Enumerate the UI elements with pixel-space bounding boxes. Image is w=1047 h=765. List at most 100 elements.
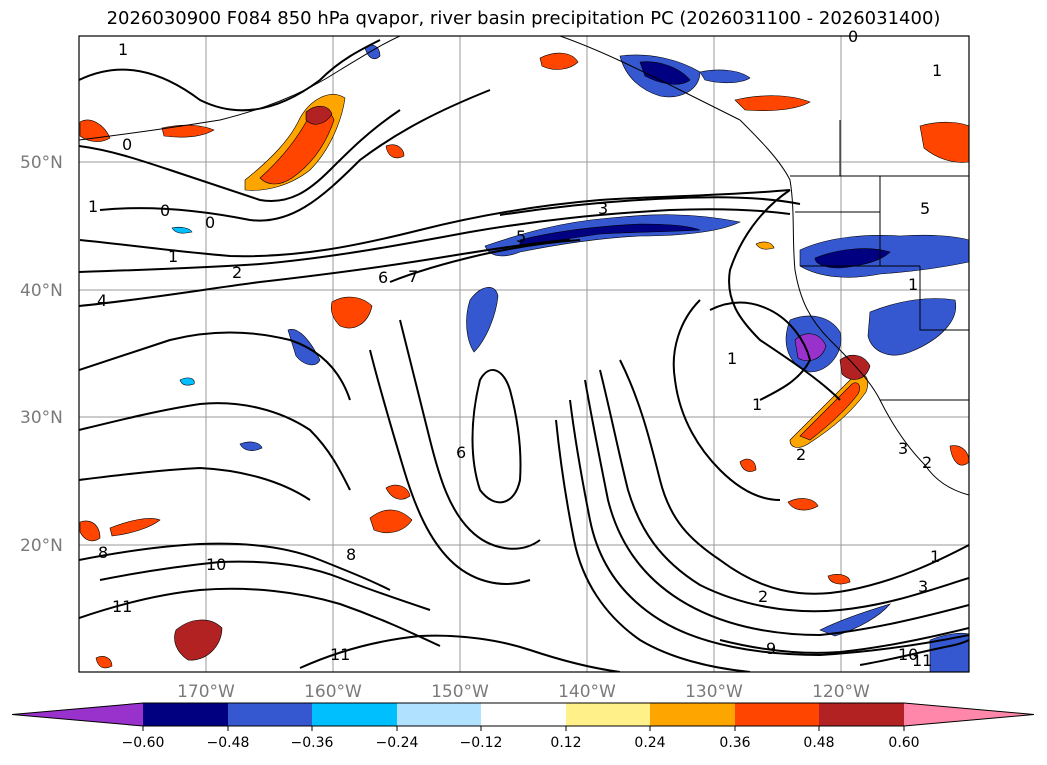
- colorbar-segment: [397, 703, 481, 726]
- contour-label: 1: [168, 247, 178, 266]
- contour-label: 5: [516, 227, 526, 246]
- contour-label: 2: [922, 453, 932, 472]
- contour-label: 11: [912, 651, 932, 670]
- colorbar-label: −0.12: [460, 735, 503, 751]
- contour-label: 10: [898, 645, 918, 664]
- contour-south-1: [619, 359, 969, 595]
- contour-label: 3: [598, 199, 608, 218]
- contour-south-2: [599, 369, 969, 613]
- precip-california-core: [814, 248, 891, 269]
- contour-label: 3: [918, 577, 928, 596]
- contour-label: 1: [752, 395, 762, 414]
- contour-3-upper: [499, 196, 801, 216]
- colorbar-label: 0.48: [803, 735, 834, 751]
- contour-center-loop: [471, 368, 522, 504]
- precip-northeast: [919, 121, 969, 163]
- contour-label: 9: [766, 639, 776, 658]
- contour-south-3: [584, 379, 969, 637]
- precip-negative-regions: [171, 44, 969, 672]
- precip-gulf-east: [699, 69, 751, 84]
- moisture-contours: [79, 39, 969, 672]
- colorbar-segment: [312, 703, 397, 726]
- lon-label-130w: 130°W: [685, 682, 743, 702]
- contour-4: [79, 239, 571, 307]
- map-title: 2026030900 F084 850 hPa qvapor, river ba…: [106, 8, 941, 29]
- colorbar: −0.60 −0.48 −0.36 −0.24 −0.12 0.12 0.24 0.36 0.4…: [11, 702, 1035, 751]
- precip-hawaii-west: [287, 329, 321, 366]
- contour-label: 0: [160, 201, 170, 220]
- contour-label: 1: [118, 40, 128, 59]
- longitude-labels: 170°W 160°W 150°W 140°W 130°W 120°W: [177, 682, 870, 702]
- precip-aleutian-dark: [305, 105, 333, 125]
- precip-gulf-north: [539, 52, 579, 70]
- graticule: [79, 36, 969, 672]
- precip-aleutian-core: [259, 111, 335, 185]
- contour-label: 2: [758, 587, 768, 606]
- colorbar-label: 0.36: [719, 735, 750, 751]
- contour-0-b: [99, 89, 491, 222]
- contour-west-4: [79, 402, 351, 491]
- colorbar-label: −0.60: [122, 735, 165, 751]
- contour-label: 1: [908, 275, 918, 294]
- contour-label: 0: [122, 135, 132, 154]
- lat-label-40n: 40°N: [20, 281, 63, 301]
- border-nv: [919, 266, 969, 331]
- contour-label: 1: [727, 349, 737, 368]
- contour-label: 7: [408, 267, 418, 286]
- precip-bc-coast: [734, 95, 811, 112]
- contour-label: 2: [796, 445, 806, 464]
- contour-west-5: [79, 466, 311, 501]
- precip-nw-small: [95, 656, 113, 669]
- contour-label: 10: [206, 555, 226, 574]
- contour-south-5: [555, 419, 751, 672]
- contour-label: 3: [898, 439, 908, 458]
- coastline-west-north-america: [739, 119, 969, 496]
- precip-wa-small: [755, 241, 775, 250]
- contour-8: [79, 542, 391, 591]
- precip-west-mid: [161, 124, 215, 138]
- contour-mid-left-2: [369, 349, 531, 585]
- lat-label-30n: 30°N: [20, 408, 63, 428]
- colorbar-segment: [143, 703, 228, 726]
- colorbar-label: −0.48: [207, 735, 250, 751]
- coastline-alaska-gulf: [559, 36, 741, 121]
- contour-label: 4: [97, 291, 107, 310]
- precip-positive-regions: [79, 52, 969, 669]
- contour-label: 0: [205, 213, 215, 232]
- precip-band-central-north: [484, 214, 741, 257]
- contour-label: 2: [232, 263, 242, 282]
- precip-small-4: [171, 226, 193, 234]
- contour-label: 8: [346, 545, 356, 564]
- contour-ring-1: [728, 189, 841, 401]
- precip-central-blob: [466, 287, 499, 353]
- map-frame: [78, 35, 970, 673]
- contour-1-mid: [79, 189, 791, 258]
- lat-label-20n: 20°N: [20, 536, 63, 556]
- precip-southeast-1: [787, 498, 819, 511]
- precip-southwest-blob: [174, 619, 223, 661]
- colorbar-label: −0.24: [376, 735, 419, 751]
- colorbar-segment: [566, 703, 650, 726]
- precip-baja-core: [799, 382, 860, 441]
- contour-label: 1: [932, 61, 942, 80]
- contour-2: [79, 208, 791, 273]
- lon-label-140w: 140°W: [558, 682, 616, 702]
- contour-ring-2: [709, 301, 812, 401]
- contour-label: 1: [88, 197, 98, 216]
- colorbar-segment: [481, 703, 566, 726]
- precip-hawaii-islands-2: [385, 484, 411, 500]
- contour-label: 6: [378, 268, 388, 287]
- contour-east-9: [719, 627, 969, 654]
- lat-label-50n: 50°N: [20, 153, 63, 173]
- contour-label: 8: [98, 543, 108, 562]
- colorbar-segment: [819, 703, 904, 726]
- colorbar-extend-low: [12, 703, 143, 726]
- precip-south-strip: [109, 518, 161, 537]
- lon-label-150w: 150°W: [431, 682, 489, 702]
- lon-label-120w: 120°W: [812, 682, 870, 702]
- contour-label: 1: [930, 547, 940, 566]
- precip-band-central-core: [519, 223, 701, 247]
- precip-small-2: [239, 441, 263, 451]
- lon-label-160w: 160°W: [304, 682, 362, 702]
